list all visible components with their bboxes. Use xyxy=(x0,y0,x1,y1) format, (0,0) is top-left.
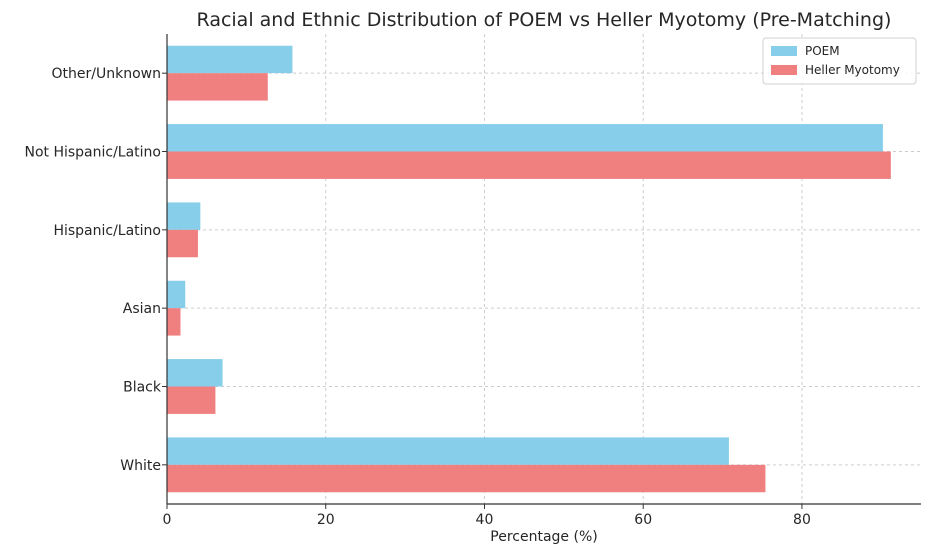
bars-layer xyxy=(167,45,891,493)
legend-box xyxy=(762,37,917,85)
y-tick-label: White xyxy=(120,458,161,474)
bar-heller-myotomy-not-hispanic-latino xyxy=(167,151,891,179)
legend-label-poem: POEM xyxy=(805,44,840,58)
bar-heller-myotomy-black xyxy=(167,386,216,414)
x-tick-label: 80 xyxy=(793,512,811,528)
legend-label-heller-myotomy: Heller Myotomy xyxy=(805,63,900,77)
bar-poem-hispanic-latino xyxy=(167,202,201,230)
bar-heller-myotomy-other-unknown xyxy=(167,73,268,101)
ticks-layer: 0 20 40 60 80 White Black Asian Hispanic/Latino N… xyxy=(24,66,810,528)
bar-poem-other-unknown xyxy=(167,45,293,74)
y-tick-label: Other/Unknown xyxy=(52,66,161,82)
chart-title: Racial and Ethnic Distribution of POEM v… xyxy=(197,9,892,31)
grid-layer xyxy=(166,34,921,504)
legend: POEM Heller Myotomy xyxy=(762,37,917,85)
y-tick-label: Not Hispanic/Latino xyxy=(24,145,161,161)
bar-poem-black xyxy=(167,359,223,387)
x-tick-label: 40 xyxy=(476,512,494,528)
x-tick-label: 0 xyxy=(163,512,172,528)
y-tick-label: Asian xyxy=(123,301,161,317)
bar-poem-not-hispanic-latino xyxy=(167,124,883,152)
x-tick-label: 60 xyxy=(634,512,652,528)
bar-poem-asian xyxy=(167,280,186,309)
x-tick-label: 20 xyxy=(317,512,335,528)
y-tick-label: Black xyxy=(123,380,162,396)
bar-heller-myotomy-white xyxy=(167,464,766,493)
y-tick-label: Hispanic/Latino xyxy=(53,223,161,239)
axes-layer xyxy=(166,34,921,505)
bar-heller-myotomy-hispanic-latino xyxy=(167,229,198,258)
bar-poem-white xyxy=(167,437,729,465)
legend-swatch-poem xyxy=(771,46,797,56)
x-axis-label: Percentage (%) xyxy=(490,529,597,545)
legend-swatch-heller-myotomy xyxy=(771,65,797,75)
bar-heller-myotomy-asian xyxy=(167,308,181,336)
